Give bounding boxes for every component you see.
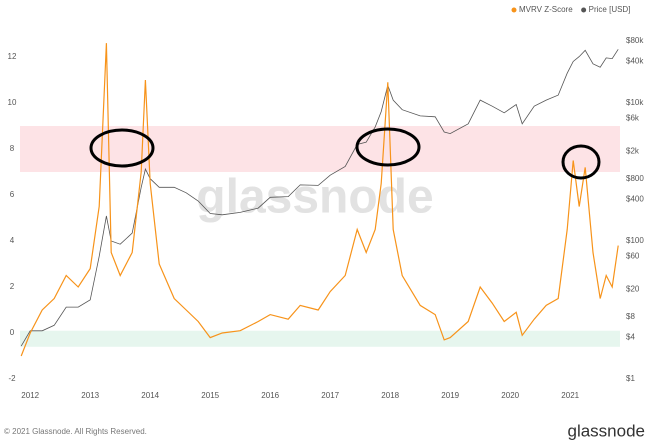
x-tick-label: 2013: [81, 391, 99, 400]
highlight-ellipse: [355, 127, 421, 167]
x-tick-label: 2014: [141, 391, 159, 400]
y2-tick-label: $80k: [626, 36, 644, 45]
legend-marker: [511, 7, 517, 13]
y2-tick-label: $400: [626, 195, 644, 204]
y-tick-label: -2: [8, 374, 16, 383]
y2-tick-label: $4: [626, 333, 635, 342]
x-tick-label: 2020: [501, 391, 519, 400]
legend-label: MVRV Z-Score: [519, 5, 573, 14]
y-tick-label: 12: [8, 52, 17, 61]
y2-tick-label: $2k: [626, 146, 640, 155]
legend-marker: [581, 7, 587, 13]
y-tick-label: 6: [10, 190, 15, 199]
x-tick-label: 2017: [321, 391, 339, 400]
y2-tick-label: $8: [626, 312, 635, 321]
x-tick-label: 2018: [381, 391, 399, 400]
y-tick-label: 0: [10, 328, 15, 337]
y2-tick-label: $6k: [626, 113, 640, 122]
y-tick-label: 10: [8, 98, 17, 107]
highlight-ellipse: [89, 128, 155, 168]
highlight-ellipse: [561, 144, 601, 180]
y2-tick-label: $1: [626, 374, 635, 383]
y2-tick-label: $60: [626, 251, 640, 260]
y-tick-label: 8: [10, 144, 15, 153]
series-line: [20, 43, 619, 357]
x-tick-label: 2019: [441, 391, 459, 400]
x-tick-label: 2016: [261, 391, 279, 400]
footer: © 2021 Glassnode. All Rights Reserved.: [4, 427, 147, 436]
y-tick-label: 4: [10, 236, 15, 245]
logo: glassnode: [567, 421, 645, 440]
x-tick-label: 2015: [201, 391, 219, 400]
y2-tick-label: $800: [626, 174, 644, 183]
zone: [20, 330, 620, 347]
x-tick-label: 2012: [21, 391, 39, 400]
series-line: [20, 49, 619, 347]
y2-tick-label: $10k: [626, 98, 644, 107]
y2-tick-label: $100: [626, 236, 644, 245]
y2-tick-label: $40k: [626, 57, 644, 66]
x-tick-label: 2021: [561, 391, 579, 400]
legend-label: Price [USD]: [589, 5, 631, 14]
y2-tick-label: $20: [626, 284, 640, 293]
y-tick-label: 2: [10, 282, 15, 291]
zone: [20, 126, 620, 172]
watermark: glassnode: [196, 171, 433, 224]
